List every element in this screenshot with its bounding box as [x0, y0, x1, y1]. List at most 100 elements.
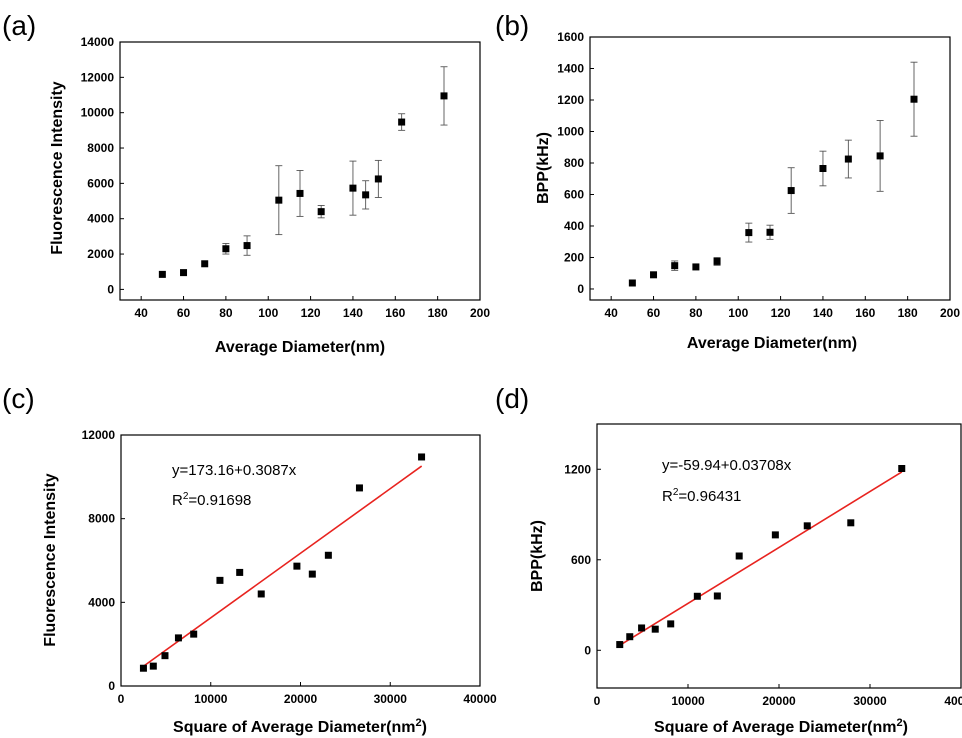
- panel-d-regression-line: [619, 471, 903, 647]
- panel-b-x-tick-label: 200: [940, 306, 960, 320]
- panel-c-label: (c): [2, 383, 35, 414]
- panel-c-data-point: [216, 576, 224, 584]
- panel-c-fit-equation: y=173.16+0.3087x: [172, 462, 297, 479]
- panel-c-data-point: [236, 568, 244, 576]
- panel-a-y-tick-label: 8000: [87, 141, 114, 155]
- panel-a-x-axis-title: Average Diameter(nm): [215, 339, 385, 356]
- panel-d-x-tick-label: 30000: [853, 694, 887, 708]
- panel-c-x-axis-title: Square of Average Diameter(nm2): [173, 717, 427, 736]
- panel-c-x-axis-title-superscript: 2: [416, 717, 422, 729]
- panel-c-y-tick-label: 0: [108, 679, 115, 693]
- panel-d-y-ticks: 0 600 1200: [564, 462, 601, 657]
- panel-b-data-point: [692, 263, 700, 271]
- panel-a-x-tick-label: 180: [428, 306, 448, 320]
- panel-b-data-point: [876, 152, 884, 160]
- panel-d-data-points: [616, 465, 906, 649]
- panel-b-x-tick-label: 100: [728, 306, 748, 320]
- panel-d-data-point: [693, 592, 701, 600]
- panel-b-y-tick-label: 600: [564, 187, 584, 201]
- panel-a-x-tick-label: 200: [470, 306, 490, 320]
- panel-c-fit-line: [142, 465, 423, 667]
- panel-d-x-axis-title-superscript: 2: [897, 717, 903, 729]
- panel-a-x-tick-label: 60: [177, 306, 191, 320]
- panel-b-data-point: [713, 257, 721, 265]
- panel-d-data-point: [651, 625, 659, 633]
- panel-b-data-point: [766, 228, 774, 236]
- panel-b-y-tick-label: 800: [564, 156, 584, 170]
- panel-b-data-points: [628, 61, 918, 287]
- panel-c-x-tick-label: 0: [118, 692, 125, 706]
- panel-a-x-tick-label: 80: [219, 306, 233, 320]
- panel-b-y-tick-label: 400: [564, 219, 584, 233]
- panel-a-plot-frame: [119, 41, 481, 301]
- panel-c-data-point: [418, 453, 426, 461]
- panel-a-data-point: [349, 184, 357, 192]
- panel-a-x-tick-label: 120: [301, 306, 321, 320]
- panel-d-x-tick-label: 10000: [671, 694, 705, 708]
- panel-a-data-point: [158, 270, 166, 278]
- panel-d-data-point: [616, 641, 624, 649]
- panel-a-y-tick-label: 12000: [81, 70, 115, 84]
- panel-c-data-point: [324, 551, 332, 559]
- panel-a-y-tick-label: 4000: [87, 212, 114, 226]
- panel-b-y-tick-label: 200: [564, 250, 584, 264]
- panel-b-x-tick-label: 80: [689, 306, 703, 320]
- panel-a-y-tick-label: 2000: [87, 247, 114, 261]
- panel-c-y-tick-label: 4000: [88, 595, 115, 609]
- panel-d-x-axis-title: Square of Average Diameter(nm2): [654, 717, 908, 736]
- panel-c-data-point: [293, 562, 301, 570]
- panel-b-x-tick-label: 180: [898, 306, 918, 320]
- panel-c-x-tick-label: 40000: [463, 692, 497, 706]
- panel-c-x-ticks: 0 10000 20000 30000 40000: [118, 682, 497, 706]
- panel-d-data-point: [667, 620, 675, 628]
- panel-b-x-tick-label: 140: [813, 306, 833, 320]
- panel-b-data-point: [844, 155, 852, 163]
- panel-a-x-tick-label: 40: [134, 306, 148, 320]
- panel-b-y-tick-label: 1200: [557, 93, 584, 107]
- panel-b-data-point: [628, 279, 636, 287]
- panel-d-r-squared: R2=0.96431: [662, 487, 741, 505]
- panel-b-y-axis-title: BPP(kHz): [535, 132, 552, 204]
- panel-b-data-point: [787, 187, 795, 195]
- panel-d-fit-line: [619, 471, 903, 647]
- panel-c-data-point: [190, 630, 198, 638]
- panel-a-y-ticks: 0 2000 4000 6000 8000 10000 12000 14000: [81, 35, 124, 296]
- panel-d-data-point: [713, 592, 721, 600]
- panel-b-x-axis-title: Average Diameter(nm): [687, 335, 857, 352]
- panel-a-y-tick-label: 0: [107, 282, 114, 296]
- panel-d-data-point: [638, 624, 646, 632]
- panel-b-label: (b): [495, 10, 529, 41]
- panel-b-x-tick-label: 60: [647, 306, 661, 320]
- panel-c-data-points: [139, 453, 426, 672]
- panel-b-y-tick-label: 1000: [557, 124, 584, 138]
- panel-d-y-axis-title: BPP(kHz): [529, 520, 546, 592]
- panel-b-x-ticks: 40 60 80 100 120 140 160 180 200: [604, 296, 960, 320]
- panel-b-y-tick-label: 0: [577, 282, 584, 296]
- panel-a-data-point: [362, 191, 370, 199]
- panel-d-data-point: [626, 633, 634, 641]
- panel-a-y-tick-label: 10000: [81, 106, 115, 120]
- panel-d-y-tick-label: 1200: [564, 462, 591, 476]
- panel-d-data-point: [771, 531, 779, 539]
- panel-a-data-point: [243, 242, 251, 250]
- panel-c-data-point: [139, 664, 147, 672]
- panel-c-x-tick-label: 20000: [284, 692, 318, 706]
- panel-a: (a) 40 60 80 100 120 140 160 180 200 0 2000 4000 60…: [2, 10, 490, 356]
- panel-c-y-axis-title: Fluorescence Intensity: [42, 473, 59, 646]
- panel-a-data-point: [180, 269, 188, 277]
- panel-a-data-point: [440, 92, 448, 100]
- panel-d-y-tick-label: 600: [571, 553, 591, 567]
- panel-c: (c) 0 10000 20000 30000 40000 0 4000 8000 12000…: [2, 383, 497, 736]
- panel-c-data-point: [355, 484, 363, 492]
- panel-c-x-tick-label: 10000: [194, 692, 228, 706]
- panel-a-data-point: [317, 208, 325, 216]
- panel-b: (b) 40 60 80 100 120 140 160 180 200 0 200 400 600 8…: [495, 10, 960, 352]
- panel-a-y-axis-title: Fluorescence Intensity: [49, 81, 66, 254]
- panel-d-data-point: [898, 465, 906, 473]
- panel-a-data-point: [398, 118, 406, 126]
- panel-d-y-tick-label: 0: [584, 643, 591, 657]
- panel-a-x-tick-label: 140: [343, 306, 363, 320]
- panel-c-data-point: [149, 662, 157, 670]
- panel-c-regression-line: [142, 465, 423, 667]
